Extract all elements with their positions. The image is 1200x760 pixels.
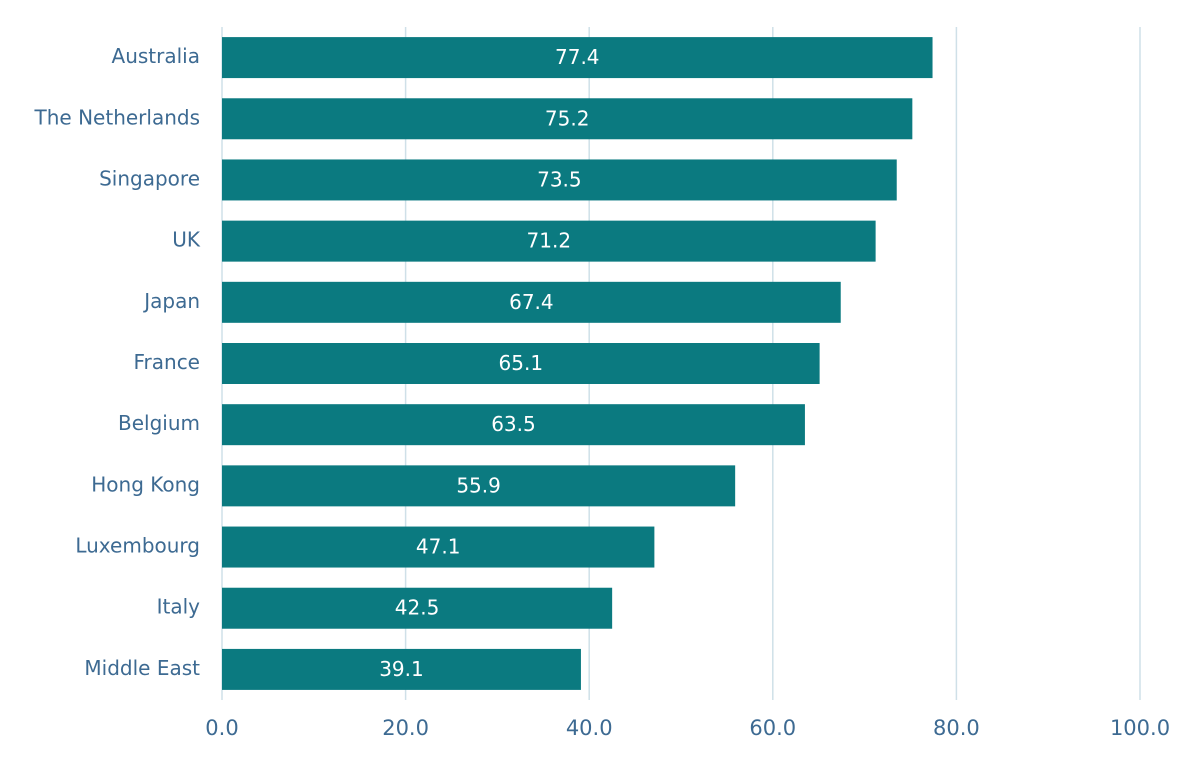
x-tick-label: 40.0 — [566, 716, 613, 740]
value-label: 42.5 — [395, 596, 440, 620]
value-label: 75.2 — [545, 106, 590, 130]
bar — [222, 587, 613, 629]
bar — [222, 343, 820, 384]
y-tick-label: Luxembourg — [75, 534, 200, 558]
bar — [222, 98, 913, 140]
x-tick-label: 20.0 — [382, 716, 429, 740]
bar — [222, 404, 805, 446]
x-tick-label: 0.0 — [205, 716, 238, 740]
bar — [222, 648, 581, 690]
y-tick-label: Singapore — [99, 166, 200, 190]
y-tick-label: Japan — [142, 289, 200, 313]
value-label: 71.2 — [527, 229, 572, 253]
x-tick-label: 60.0 — [749, 716, 796, 740]
y-tick-label: The Netherlands — [34, 105, 200, 129]
bar — [222, 159, 897, 201]
value-label: 63.5 — [491, 412, 536, 436]
y-tick-label: Middle East — [84, 656, 200, 680]
x-tick-label: 100.0 — [1110, 716, 1170, 740]
bar — [222, 37, 933, 79]
y-tick-label: Australia — [112, 44, 200, 68]
bar — [222, 220, 876, 262]
y-tick-label: Italy — [157, 595, 201, 619]
y-tick-label: Belgium — [118, 411, 200, 435]
bar — [222, 526, 655, 568]
y-tick-label: UK — [172, 228, 201, 252]
bar — [222, 281, 841, 323]
bar — [222, 465, 736, 507]
x-tick-label: 80.0 — [933, 716, 980, 740]
value-label: 55.9 — [456, 473, 501, 497]
value-label: 47.1 — [416, 535, 461, 559]
value-label: 39.1 — [379, 657, 424, 681]
value-label: 77.4 — [555, 45, 600, 69]
value-label: 65.1 — [499, 351, 544, 375]
y-tick-label: Hong Kong — [91, 472, 200, 496]
y-tick-label: France — [133, 350, 200, 374]
value-label: 67.4 — [509, 290, 554, 314]
value-label: 73.5 — [537, 167, 582, 191]
